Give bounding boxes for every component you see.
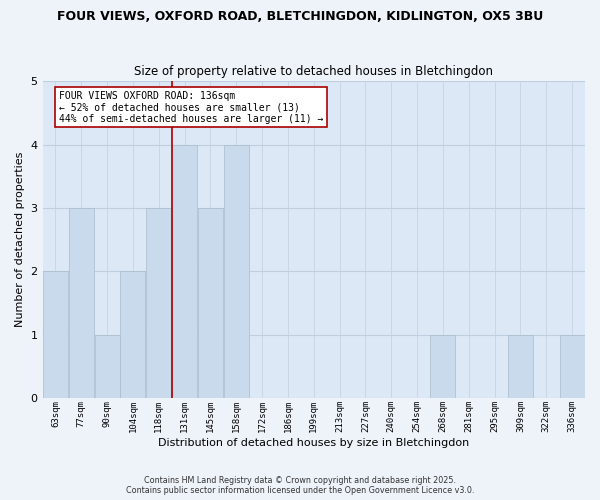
X-axis label: Distribution of detached houses by size in Bletchingdon: Distribution of detached houses by size … [158, 438, 469, 448]
Bar [43, 272, 68, 398]
Text: FOUR VIEWS OXFORD ROAD: 136sqm
← 52% of detached houses are smaller (13)
44% of : FOUR VIEWS OXFORD ROAD: 136sqm ← 52% of … [59, 90, 323, 124]
Bar [69, 208, 94, 398]
Bar [121, 272, 145, 398]
Bar [224, 144, 249, 398]
Bar [146, 208, 172, 398]
Bar [95, 335, 119, 398]
Text: FOUR VIEWS, OXFORD ROAD, BLETCHINGDON, KIDLINGTON, OX5 3BU: FOUR VIEWS, OXFORD ROAD, BLETCHINGDON, K… [57, 10, 543, 23]
Bar [198, 208, 223, 398]
Title: Size of property relative to detached houses in Bletchingdon: Size of property relative to detached ho… [134, 66, 493, 78]
Text: Contains HM Land Registry data © Crown copyright and database right 2025.
Contai: Contains HM Land Registry data © Crown c… [126, 476, 474, 495]
Bar [508, 335, 533, 398]
Y-axis label: Number of detached properties: Number of detached properties [15, 152, 25, 328]
Bar [172, 144, 197, 398]
Bar [560, 335, 584, 398]
Bar [430, 335, 455, 398]
